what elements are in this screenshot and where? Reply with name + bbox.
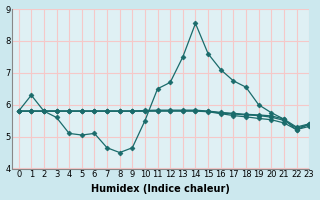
X-axis label: Humidex (Indice chaleur): Humidex (Indice chaleur) — [91, 184, 230, 194]
